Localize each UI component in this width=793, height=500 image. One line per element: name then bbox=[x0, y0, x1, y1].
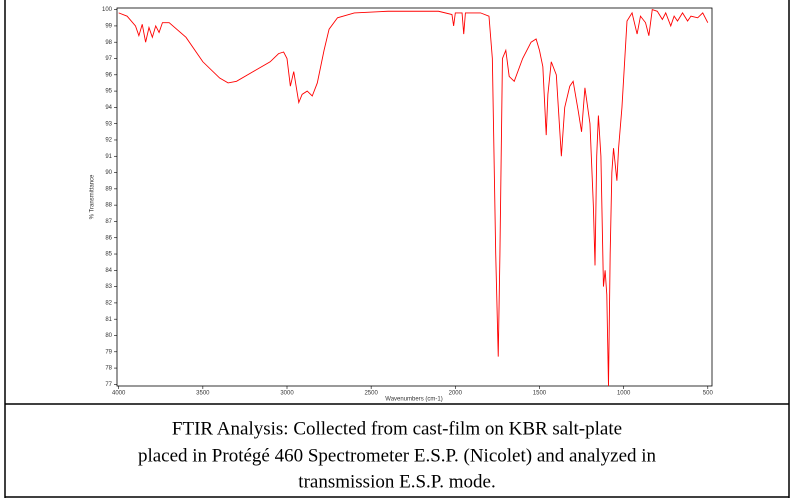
x-tick-label: 3000 bbox=[280, 391, 294, 397]
spectrum-line bbox=[118, 9, 709, 387]
y-tick-label: 90 bbox=[105, 170, 112, 176]
y-tick-label: 82 bbox=[105, 300, 112, 306]
y-axis-label: % Transmittance bbox=[90, 174, 96, 219]
y-tick-label: 92 bbox=[105, 138, 112, 144]
x-tick-label: 3500 bbox=[196, 391, 210, 397]
y-tick-label: 79 bbox=[105, 349, 112, 355]
y-tick-label: 86 bbox=[105, 235, 112, 241]
y-tick-label: 96 bbox=[105, 72, 112, 78]
y-tick-label: 77 bbox=[105, 382, 112, 388]
y-tick-label: 99 bbox=[105, 24, 112, 30]
y-tick-label: 84 bbox=[105, 268, 112, 274]
y-tick-label: 81 bbox=[105, 317, 112, 323]
y-tick-label: 93 bbox=[105, 121, 112, 127]
caption: FTIR Analysis: Collected from cast-film … bbox=[172, 418, 622, 439]
y-tick-label: 85 bbox=[105, 252, 112, 258]
caption: transmission E.S.P. mode. bbox=[298, 471, 495, 492]
y-tick-label: 97 bbox=[105, 56, 112, 62]
plot-frame bbox=[116, 7, 713, 387]
x-tick-label: 1500 bbox=[533, 391, 547, 397]
x-tick-label: 500 bbox=[703, 391, 714, 397]
x-tick-label: 2000 bbox=[449, 391, 463, 397]
x-tick-label: 4000 bbox=[112, 391, 126, 397]
y-tick-label: 91 bbox=[105, 154, 112, 160]
y-tick-label: 83 bbox=[105, 284, 112, 290]
x-axis-label: Wavenumbers (cm-1) bbox=[385, 397, 442, 403]
x-tick-label: 1000 bbox=[617, 391, 631, 397]
y-tick-label: 89 bbox=[105, 186, 112, 192]
y-tick-label: 87 bbox=[105, 219, 112, 225]
y-tick-label: 95 bbox=[105, 89, 112, 95]
y-tick-label: 94 bbox=[105, 105, 112, 111]
y-tick-label: 80 bbox=[105, 333, 112, 339]
y-tick-label: 100 bbox=[102, 7, 113, 13]
x-tick-label: 2500 bbox=[364, 391, 378, 397]
y-tick-label: 78 bbox=[105, 366, 112, 372]
caption: placed in Protégé 460 Spectrometer E.S.P… bbox=[138, 445, 657, 466]
y-tick-label: 88 bbox=[105, 203, 112, 209]
y-tick-label: 98 bbox=[105, 40, 112, 46]
